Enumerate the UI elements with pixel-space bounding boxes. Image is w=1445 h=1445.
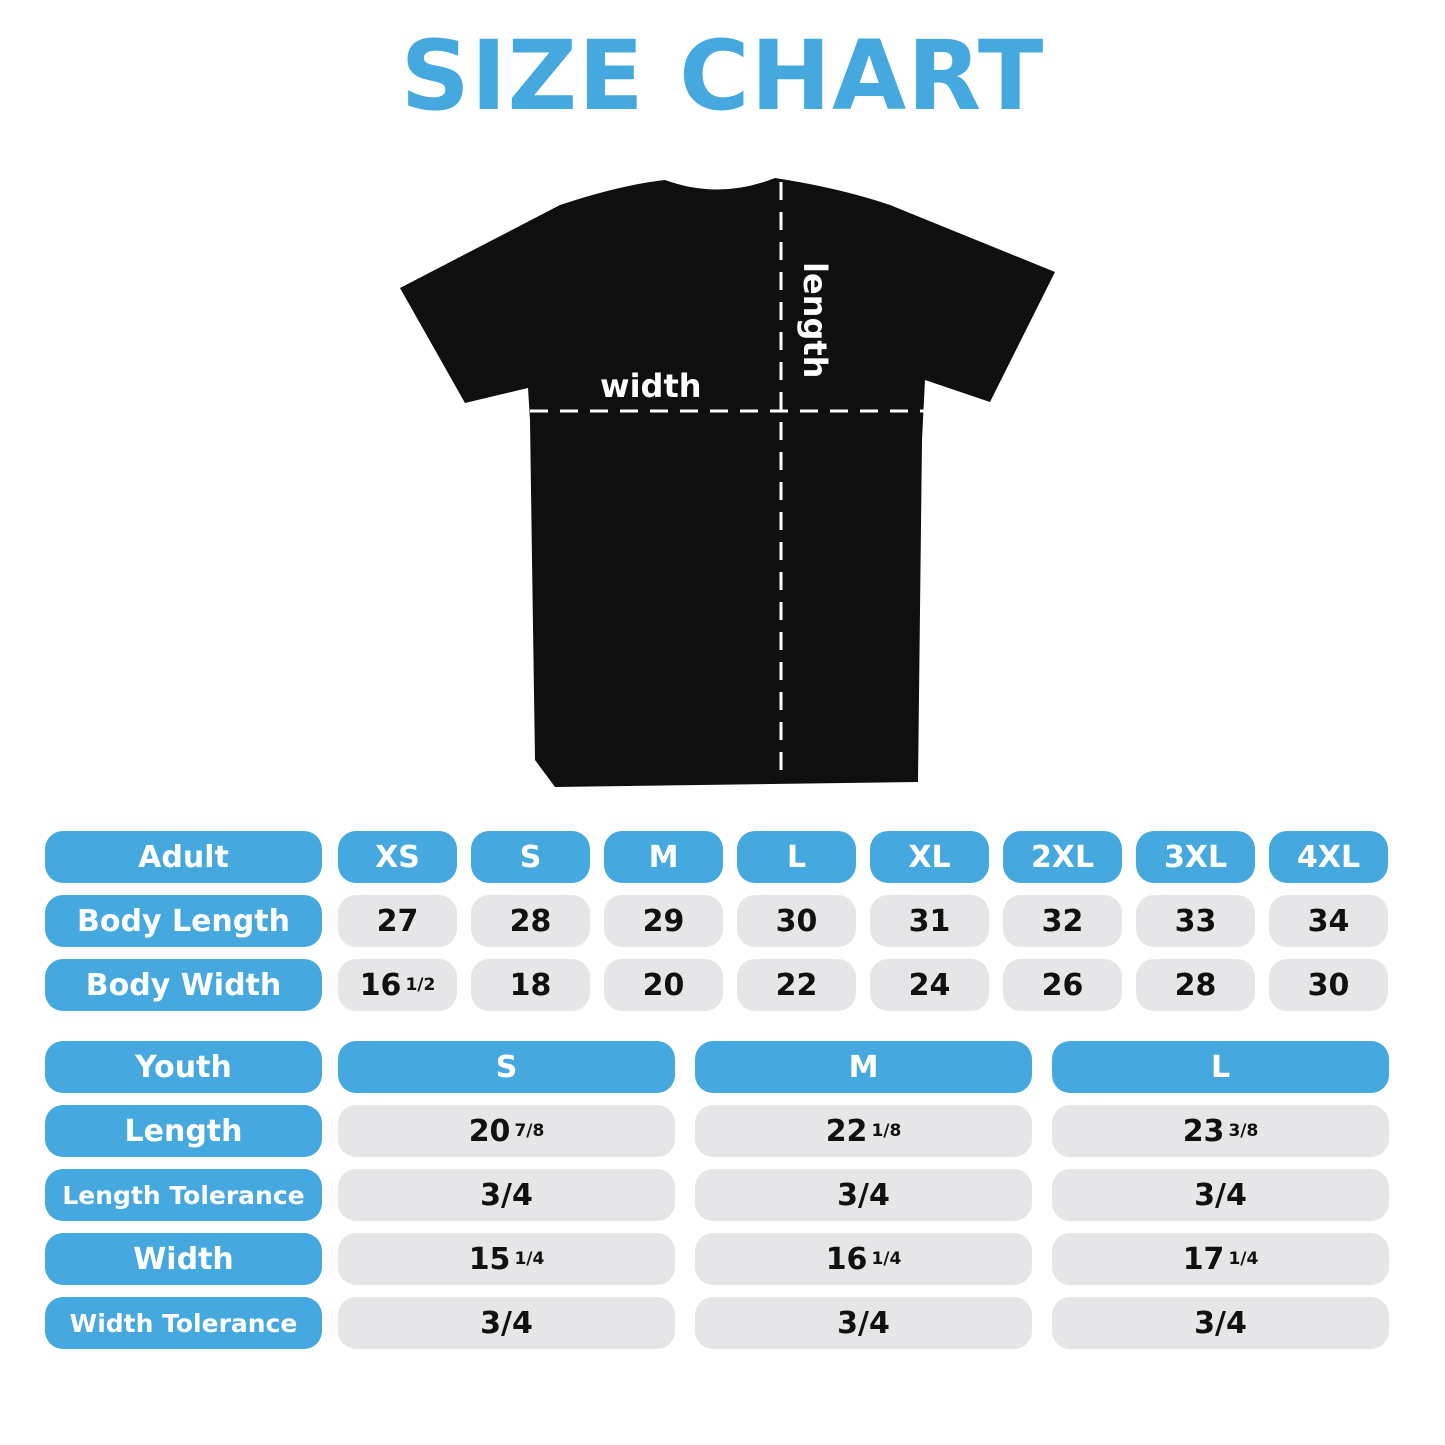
cell-value: 30 (1307, 967, 1350, 1003)
cell-value: 3/4 (480, 1177, 533, 1213)
table-cell: 32 (1003, 895, 1122, 947)
cell-value: 30 (775, 903, 818, 939)
table-cell: 30 (737, 895, 856, 947)
cell-fraction: 1/2 (405, 975, 436, 995)
cell-value: 3/4 (837, 1177, 890, 1213)
table-cell: 17 1/4 (1052, 1233, 1389, 1285)
cell-fraction: 1/4 (1228, 1249, 1259, 1269)
cell-value: 3/4 (1194, 1305, 1247, 1341)
table-cell: 3/4 (1052, 1169, 1389, 1221)
size-header: M (604, 831, 723, 883)
table-cell: 18 (471, 959, 590, 1011)
table-cell: 20 7/8 (338, 1105, 675, 1157)
cell-fraction: 3/8 (1228, 1121, 1259, 1141)
table-cell: 28 (471, 895, 590, 947)
table-cell: 30 (1269, 959, 1388, 1011)
size-header: 3XL (1136, 831, 1255, 883)
tshirt-diagram: width length (400, 178, 1055, 787)
cell-value: 18 (509, 967, 552, 1003)
size-header: XL (870, 831, 989, 883)
cell-value: 22 (775, 967, 818, 1003)
cell-value: 28 (509, 903, 552, 939)
table-cell: 26 (1003, 959, 1122, 1011)
row-label: Body Length (45, 895, 322, 947)
cell-fraction: 1/8 (871, 1121, 902, 1141)
size-header: L (1052, 1041, 1389, 1093)
size-header: S (471, 831, 590, 883)
cell-value: 15 (468, 1241, 511, 1277)
cell-value: 24 (908, 967, 951, 1003)
table-cell: 23 3/8 (1052, 1105, 1389, 1157)
tshirt-shape (400, 178, 1055, 787)
cell-value: 23 (1182, 1113, 1225, 1149)
size-header: L (737, 831, 856, 883)
page-title: SIZE CHART (400, 20, 1045, 132)
length-label: length (796, 262, 834, 378)
cell-value: 29 (642, 903, 685, 939)
table-cell: 24 (870, 959, 989, 1011)
size-header: M (695, 1041, 1032, 1093)
row-label: Length (45, 1105, 322, 1157)
adult-header: Adult (45, 831, 322, 883)
cell-value: 34 (1307, 903, 1350, 939)
cell-fraction: 1/4 (514, 1249, 545, 1269)
table-cell: 3/4 (695, 1297, 1032, 1349)
cell-value: 27 (376, 903, 419, 939)
table-cell: 3/4 (338, 1297, 675, 1349)
width-label: width (600, 367, 702, 405)
cell-value: 22 (825, 1113, 868, 1149)
table-cell: 16 1/4 (695, 1233, 1032, 1285)
table-cell: 33 (1136, 895, 1255, 947)
cell-value: 31 (908, 903, 951, 939)
row-label: Width Tolerance (45, 1297, 322, 1349)
row-label: Width (45, 1233, 322, 1285)
cell-value: 3/4 (837, 1305, 890, 1341)
table-cell: 31 (870, 895, 989, 947)
table-cell: 34 (1269, 895, 1388, 947)
table-cell: 28 (1136, 959, 1255, 1011)
size-header: 4XL (1269, 831, 1388, 883)
youth-header: Youth (45, 1041, 322, 1093)
size-header: XS (338, 831, 457, 883)
table-cell: 29 (604, 895, 723, 947)
table-cell: 20 (604, 959, 723, 1011)
cell-value: 26 (1041, 967, 1084, 1003)
cell-fraction: 1/4 (871, 1249, 902, 1269)
cell-value: 17 (1182, 1241, 1225, 1277)
table-cell: 27 (338, 895, 457, 947)
cell-value: 20 (642, 967, 685, 1003)
size-header: S (338, 1041, 675, 1093)
table-cell: 3/4 (1052, 1297, 1389, 1349)
table-cell: 16 1/2 (338, 959, 457, 1011)
table-cell: 15 1/4 (338, 1233, 675, 1285)
row-label: Length Tolerance (45, 1169, 322, 1221)
cell-value: 16 (825, 1241, 868, 1277)
table-cell: 22 (737, 959, 856, 1011)
row-label: Body Width (45, 959, 322, 1011)
cell-value: 16 (359, 967, 402, 1003)
cell-value: 32 (1041, 903, 1084, 939)
size-header: 2XL (1003, 831, 1122, 883)
cell-value: 3/4 (1194, 1177, 1247, 1213)
table-cell: 3/4 (695, 1169, 1032, 1221)
table-cell: 3/4 (338, 1169, 675, 1221)
cell-value: 33 (1174, 903, 1217, 939)
cell-value: 3/4 (480, 1305, 533, 1341)
cell-fraction: 7/8 (514, 1121, 545, 1141)
table-cell: 22 1/8 (695, 1105, 1032, 1157)
cell-value: 28 (1174, 967, 1217, 1003)
cell-value: 20 (468, 1113, 511, 1149)
